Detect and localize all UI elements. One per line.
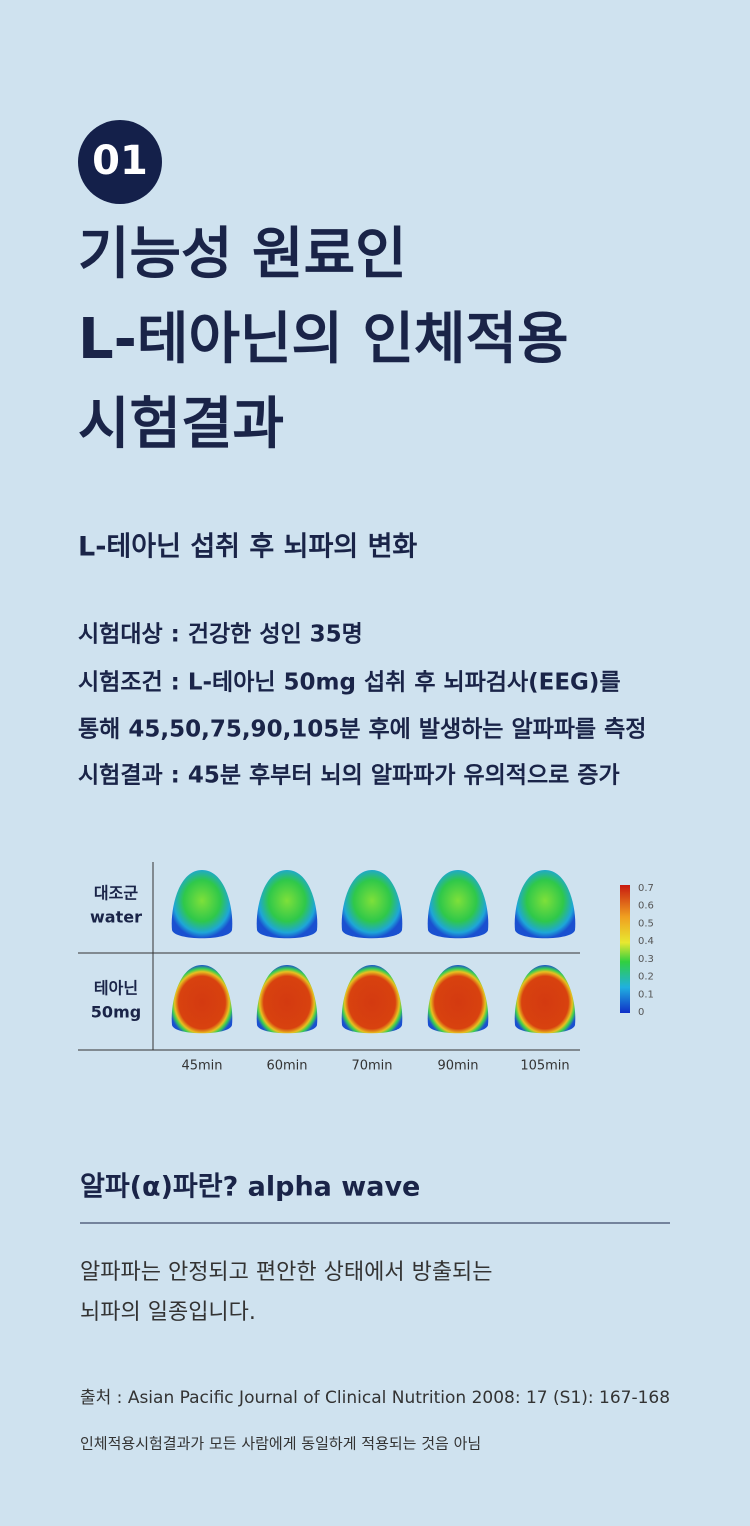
brain-map bbox=[341, 965, 403, 1034]
brain-map bbox=[427, 870, 489, 939]
alpha-body: 알파파는 안정되고 편안한 상태에서 방출되는 bbox=[80, 1260, 493, 1285]
colorbar-label: 0.3 bbox=[638, 954, 654, 965]
detail-line: 통해 45,50,75,90,105분 후에 발생하는 알파파를 측정 bbox=[78, 717, 646, 743]
row-label: water bbox=[90, 908, 142, 927]
brain-map bbox=[341, 870, 403, 939]
colorbar-label: 0.4 bbox=[638, 936, 654, 947]
badge: 01 bbox=[92, 138, 148, 184]
column-label: 105min bbox=[520, 1059, 569, 1074]
title-line: L-테아닌의 인체적용 bbox=[78, 307, 569, 372]
detail-line: 시험대상 : 건강한 성인 35명 bbox=[78, 622, 363, 648]
colorbar-label: 0 bbox=[638, 1007, 644, 1018]
alpha-body: 뇌파의 일종입니다. bbox=[80, 1300, 256, 1325]
brain-map bbox=[256, 870, 318, 939]
source: 출처 : Asian Pacific Journal of Clinical N… bbox=[80, 1388, 670, 1408]
colorbar-label: 0.2 bbox=[638, 972, 654, 983]
colorbar-label: 0.7 bbox=[638, 883, 654, 894]
column-label: 90min bbox=[437, 1059, 478, 1074]
brain-map bbox=[171, 965, 233, 1034]
detail-line: 시험결과 : 45분 후부터 뇌의 알파파가 유의적으로 증가 bbox=[78, 763, 620, 789]
row-label: 테아닌 bbox=[94, 979, 138, 998]
colorbar bbox=[620, 885, 630, 1013]
column-label: 70min bbox=[351, 1059, 392, 1074]
note: 인체적용시험결과가 모든 사람에게 동일하게 적용되는 것음 아님 bbox=[80, 1435, 481, 1453]
row-label: 대조군 bbox=[94, 884, 138, 903]
brain-map bbox=[171, 870, 233, 939]
alpha-heading: 알파(α)파란? alpha wave bbox=[80, 1172, 420, 1203]
column-label: 45min bbox=[181, 1059, 222, 1074]
title-line: 시험결과 bbox=[78, 392, 284, 457]
column-label: 60min bbox=[266, 1059, 307, 1074]
detail-line: 시험조건 : L-테아닌 50mg 섭취 후 뇌파검사(EEG)를 bbox=[78, 670, 621, 696]
row-label: 50mg bbox=[91, 1003, 141, 1022]
brain-map bbox=[514, 870, 576, 939]
colorbar-label: 0.1 bbox=[638, 989, 654, 1000]
brain-map bbox=[256, 965, 318, 1034]
colorbar-label: 0.6 bbox=[638, 901, 654, 912]
brain-map bbox=[427, 965, 489, 1034]
colorbar-label: 0.5 bbox=[638, 918, 654, 929]
badge-circle bbox=[78, 120, 162, 204]
subtitle: L-테아닌 섭취 후 뇌파의 변화 bbox=[78, 532, 417, 563]
brain-map bbox=[514, 965, 576, 1034]
title-line: 기능성 원료인 bbox=[78, 222, 407, 287]
